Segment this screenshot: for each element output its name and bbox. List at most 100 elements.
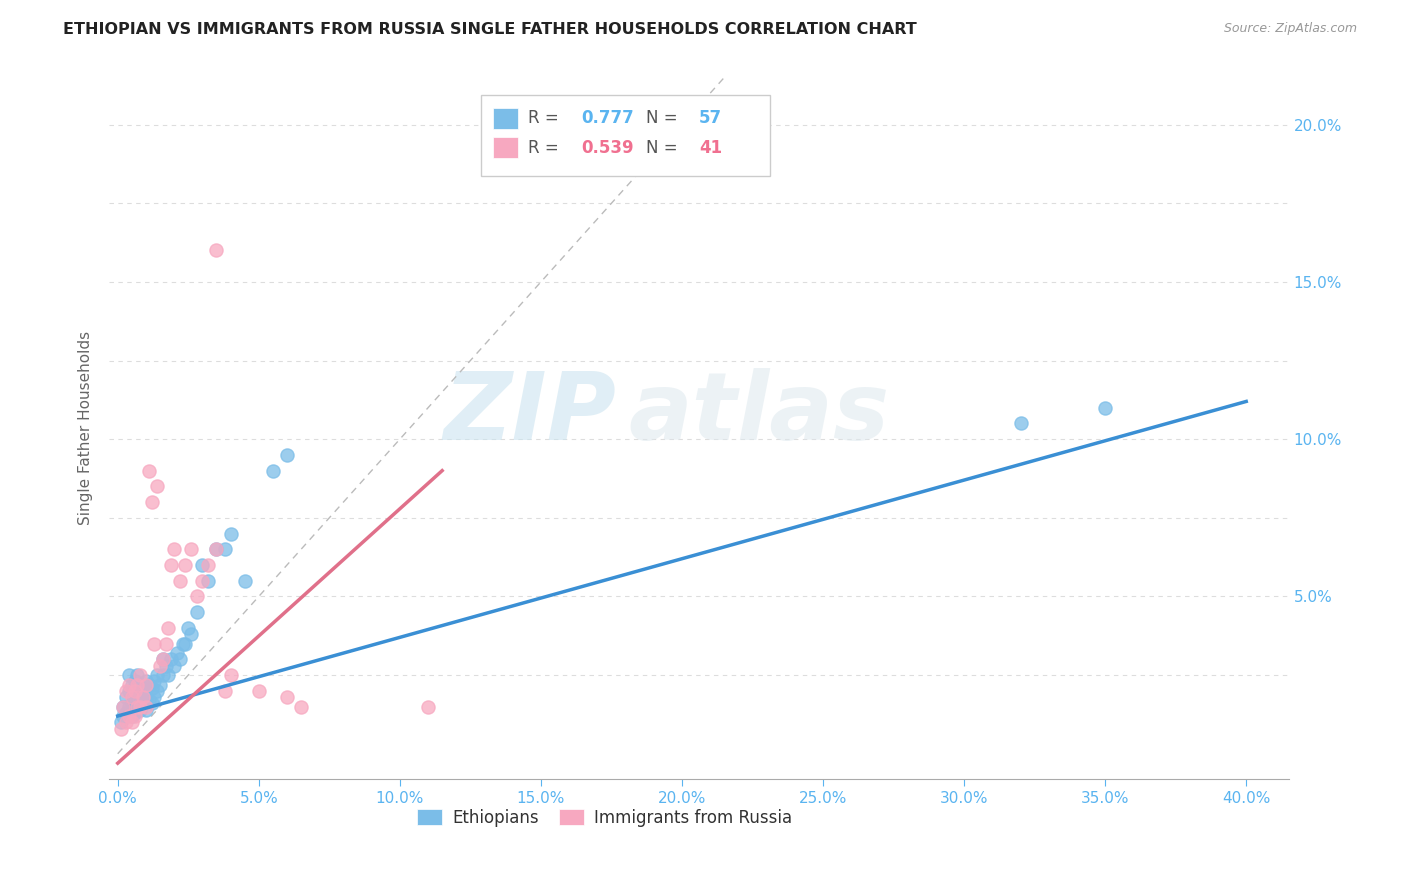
Text: R =: R = xyxy=(527,109,564,128)
Point xyxy=(152,652,174,666)
Point xyxy=(155,658,177,673)
FancyBboxPatch shape xyxy=(481,95,769,176)
Point xyxy=(160,558,183,572)
Point xyxy=(141,495,163,509)
Point xyxy=(1094,401,1116,415)
Point xyxy=(121,690,143,705)
Point xyxy=(169,574,191,588)
Point xyxy=(127,677,149,691)
Point xyxy=(135,674,157,689)
Point xyxy=(138,464,160,478)
FancyBboxPatch shape xyxy=(492,137,519,158)
Point xyxy=(149,677,172,691)
Point xyxy=(135,699,157,714)
Point xyxy=(262,464,284,478)
Text: atlas: atlas xyxy=(628,368,890,460)
Point xyxy=(166,646,188,660)
Text: 57: 57 xyxy=(699,109,723,128)
Point xyxy=(174,558,197,572)
Point xyxy=(129,690,152,705)
Point xyxy=(157,621,180,635)
Point xyxy=(163,542,186,557)
Point xyxy=(127,699,149,714)
Text: 0.539: 0.539 xyxy=(581,138,634,157)
Point xyxy=(124,706,146,720)
Point xyxy=(132,697,155,711)
Point xyxy=(129,699,152,714)
Point xyxy=(169,652,191,666)
Point xyxy=(1010,417,1032,431)
Point xyxy=(141,697,163,711)
Point xyxy=(110,715,132,730)
Point xyxy=(121,697,143,711)
Text: 0.777: 0.777 xyxy=(581,109,634,128)
Point xyxy=(143,637,166,651)
Point xyxy=(186,605,208,619)
Y-axis label: Single Father Households: Single Father Households xyxy=(79,331,93,525)
Point xyxy=(157,668,180,682)
Point xyxy=(205,542,228,557)
Point xyxy=(191,558,214,572)
Point xyxy=(219,668,242,682)
Point xyxy=(233,574,256,588)
Point xyxy=(138,693,160,707)
Text: 41: 41 xyxy=(699,138,723,157)
Point xyxy=(124,674,146,689)
Point xyxy=(219,526,242,541)
Point xyxy=(132,683,155,698)
Point xyxy=(118,668,141,682)
Point xyxy=(124,709,146,723)
Point xyxy=(127,668,149,682)
Point xyxy=(146,479,169,493)
Point xyxy=(197,574,219,588)
Point xyxy=(205,542,228,557)
Point xyxy=(214,542,236,557)
Point xyxy=(118,709,141,723)
Point xyxy=(146,683,169,698)
Point xyxy=(141,681,163,695)
Text: N =: N = xyxy=(645,138,683,157)
Text: N =: N = xyxy=(645,109,683,128)
Point xyxy=(115,690,138,705)
Point xyxy=(112,709,135,723)
Point xyxy=(118,699,141,714)
Point xyxy=(276,690,298,705)
Point xyxy=(129,668,152,682)
Point xyxy=(121,677,143,691)
Point xyxy=(152,652,174,666)
Point xyxy=(197,558,219,572)
Point xyxy=(110,722,132,736)
Point xyxy=(172,637,194,651)
Point xyxy=(115,706,138,720)
Point xyxy=(214,683,236,698)
Text: R =: R = xyxy=(527,138,564,157)
Point xyxy=(163,658,186,673)
Point xyxy=(247,683,270,698)
Point xyxy=(155,637,177,651)
Point xyxy=(180,627,202,641)
Point xyxy=(143,690,166,705)
Point xyxy=(174,637,197,651)
Point xyxy=(191,574,214,588)
Point xyxy=(149,658,172,673)
Point xyxy=(180,542,202,557)
Point xyxy=(135,690,157,705)
Point xyxy=(127,683,149,698)
Point xyxy=(118,683,141,698)
Point xyxy=(143,674,166,689)
Legend: Ethiopians, Immigrants from Russia: Ethiopians, Immigrants from Russia xyxy=(411,803,799,834)
Point xyxy=(124,683,146,698)
FancyBboxPatch shape xyxy=(492,108,519,128)
Point xyxy=(121,709,143,723)
Point xyxy=(177,621,200,635)
Point xyxy=(135,677,157,691)
Point xyxy=(129,677,152,691)
Text: ETHIOPIAN VS IMMIGRANTS FROM RUSSIA SINGLE FATHER HOUSEHOLDS CORRELATION CHART: ETHIOPIAN VS IMMIGRANTS FROM RUSSIA SING… xyxy=(63,22,917,37)
Point xyxy=(124,693,146,707)
Point xyxy=(276,448,298,462)
Text: ZIP: ZIP xyxy=(443,368,616,460)
Point xyxy=(118,677,141,691)
Point xyxy=(290,699,312,714)
Point xyxy=(146,668,169,682)
Point xyxy=(152,668,174,682)
